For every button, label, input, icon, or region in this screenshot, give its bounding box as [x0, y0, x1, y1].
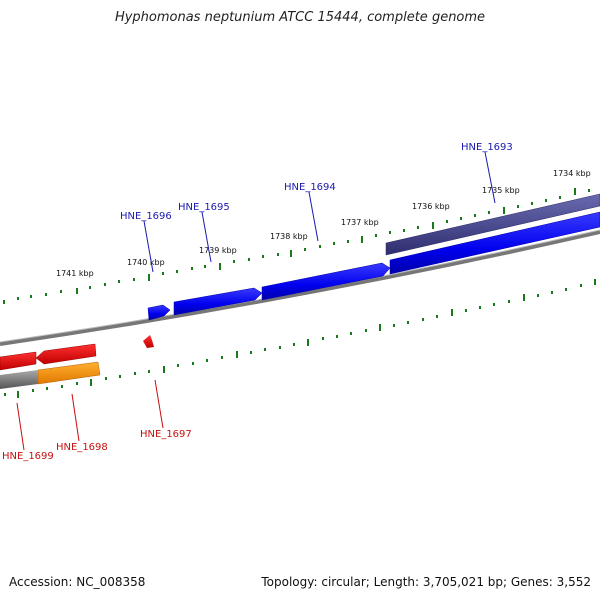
scale-label: 1734 kbp [553, 169, 591, 178]
gene-label-hne1696[interactable]: HNE_1696 [120, 211, 172, 222]
gene-hne1694-arrow[interactable] [261, 262, 391, 301]
gray-feature[interactable] [0, 370, 38, 389]
gene-label-hne1694[interactable]: HNE_1694 [284, 182, 336, 193]
label-leader [143, 220, 154, 273]
inner-tick-ring [4, 279, 596, 398]
scale-label: 1736 kbp [412, 202, 450, 211]
gene-hne1693-dark-track[interactable] [385, 193, 600, 256]
gene-hne1693-arrow[interactable] [389, 211, 600, 275]
label-leader [154, 379, 164, 429]
gene-label-hne1697[interactable]: HNE_1697 [140, 429, 192, 440]
gene-label-hne1695[interactable]: HNE_1695 [178, 202, 230, 213]
scale-label: 1735 kbp [482, 186, 520, 195]
outer-tick-ring [3, 188, 590, 304]
gene-hne1697-arrow[interactable] [143, 335, 154, 348]
label-leader [308, 191, 319, 242]
scale-label: 1741 kbp [56, 269, 94, 278]
gene-hne1699-arrow[interactable] [0, 351, 37, 371]
gene-hne1695-arrow[interactable] [173, 287, 263, 316]
gene-hne1698-arrow[interactable] [35, 343, 97, 365]
gene-label-hne1699[interactable]: HNE_1699 [2, 451, 54, 462]
genome-stats-text: Topology: circular; Length: 3,705,021 bp… [261, 575, 591, 589]
label-leader [201, 211, 212, 263]
scale-label: 1739 kbp [199, 246, 237, 255]
gene-hne1696-arrow[interactable] [147, 304, 171, 321]
label-leader [484, 151, 496, 204]
gene-label-hne1693[interactable]: HNE_1693 [461, 142, 513, 153]
accession-text: Accession: NC_008358 [9, 575, 146, 589]
scale-label: 1740 kbp [127, 258, 165, 267]
label-leader [16, 402, 25, 451]
scale-label: 1737 kbp [341, 218, 379, 227]
scale-label: 1738 kbp [270, 232, 308, 241]
genome-title: Hyphomonas neptunium ATCC 15444, complet… [114, 10, 486, 25]
label-leader [71, 393, 80, 442]
gene-label-hne1698[interactable]: HNE_1698 [56, 442, 108, 453]
genome-backbone [0, 230, 600, 346]
